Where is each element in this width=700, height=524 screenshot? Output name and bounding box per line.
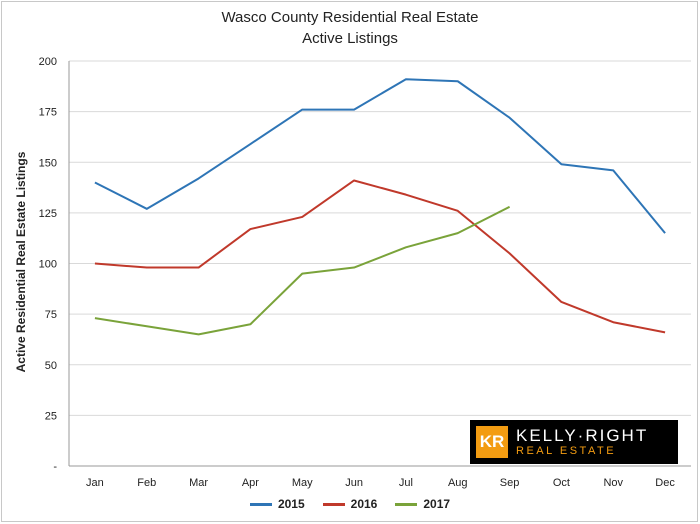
x-axis-ticks: Jan Feb Mar Apr May Jun Jul Aug Sep Oct Nov Dec	[86, 477, 675, 489]
y-tick-label: 125	[39, 208, 57, 220]
y-tick-label: -	[53, 461, 57, 473]
legend-item-2016: 2016	[322, 497, 378, 511]
logo-tagline: REAL ESTATE	[516, 445, 617, 457]
series-line-2015	[94, 78, 666, 234]
legend-swatch	[249, 502, 272, 506]
chart-subtitle: Active Listings	[302, 30, 398, 47]
x-tick-label: May	[292, 477, 313, 489]
x-tick-label: Oct	[553, 477, 570, 489]
y-tick-label: 75	[45, 309, 57, 321]
legend-label: 2017	[423, 497, 451, 511]
x-tick-label: Aug	[448, 477, 468, 489]
legend-item-2017: 2017	[395, 497, 450, 511]
x-tick-label: Feb	[137, 477, 156, 489]
legend-swatch	[395, 502, 418, 506]
y-axis-ticks: - 25 50 75 100 125 150 175 200	[39, 56, 58, 473]
legend-item-2015: 2015	[249, 497, 305, 511]
legend-label: 2015	[277, 497, 305, 511]
series-line-2017	[94, 205, 511, 336]
y-tick-label: 150	[39, 157, 57, 169]
legend-label: 2016	[350, 497, 378, 511]
chart-title: Wasco County Residential Real Estate	[221, 9, 479, 26]
x-tick-label: Nov	[603, 477, 623, 489]
x-tick-label: Sep	[500, 477, 520, 489]
y-tick-label: 25	[45, 410, 57, 422]
legend-swatch	[322, 502, 345, 506]
logo-mark-icon: KR	[476, 426, 508, 458]
series-line-2016	[94, 179, 666, 334]
gridlines	[68, 60, 691, 467]
x-tick-label: Mar	[189, 477, 208, 489]
x-tick-label: Jan	[86, 477, 104, 489]
kelly-right-logo: KR KELLY·RIGHT REAL ESTATE	[470, 420, 678, 464]
y-tick-label: 200	[39, 56, 57, 68]
x-tick-label: Dec	[655, 477, 675, 489]
y-tick-label: 100	[39, 259, 57, 271]
series-lines	[94, 78, 666, 336]
y-tick-label: 50	[45, 360, 57, 372]
y-tick-label: 175	[39, 107, 57, 119]
x-tick-label: Jun	[345, 477, 363, 489]
x-tick-label: Jul	[399, 477, 413, 489]
logo-name: KELLY·RIGHT	[516, 426, 649, 445]
x-tick-label: Apr	[242, 477, 259, 489]
legend: 2015 2016 2017	[0, 497, 700, 511]
